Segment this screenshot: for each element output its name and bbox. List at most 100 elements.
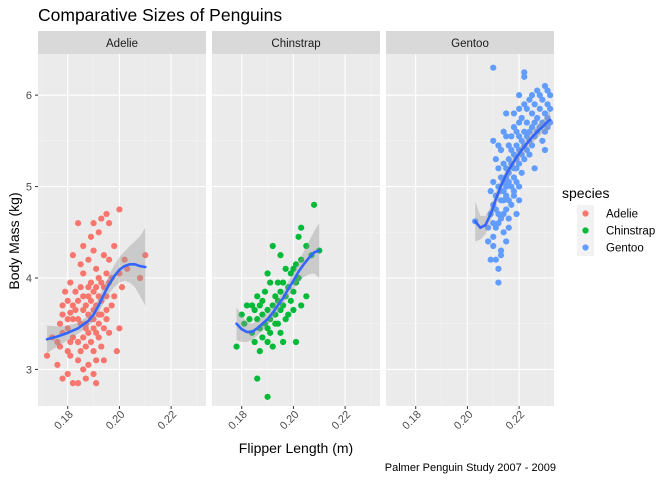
data-point-gentoo	[492, 256, 499, 263]
data-point-chinstrap	[269, 302, 276, 309]
data-point-adelie	[103, 316, 110, 323]
data-point-gentoo	[536, 92, 543, 99]
legend-key-gentoo	[582, 244, 589, 251]
data-point-chinstrap	[290, 306, 297, 314]
data-point-gentoo	[505, 156, 512, 163]
panel-background-chinstrap	[212, 54, 380, 406]
data-point-chinstrap	[274, 320, 282, 327]
x-tick-label: 0.20	[104, 409, 128, 433]
data-point-chinstrap	[264, 306, 271, 314]
data-point-gentoo	[492, 156, 499, 163]
y-tick-label: 6	[26, 90, 32, 102]
data-point-adelie	[59, 375, 66, 382]
data-point-gentoo	[510, 188, 518, 195]
data-point-chinstrap	[303, 242, 310, 250]
data-point-chinstrap	[254, 293, 261, 300]
data-point-adelie	[77, 348, 84, 355]
data-point-chinstrap	[277, 306, 284, 314]
data-point-gentoo	[487, 188, 494, 195]
data-point-chinstrap	[298, 256, 305, 263]
data-point-adelie	[113, 348, 120, 355]
data-point-gentoo	[505, 215, 512, 222]
data-point-chinstrap	[272, 293, 279, 300]
data-point-chinstrap	[310, 201, 318, 208]
data-point-gentoo	[528, 92, 536, 99]
data-point-adelie	[90, 220, 97, 227]
data-point-adelie	[85, 256, 92, 263]
data-point-adelie	[108, 302, 115, 309]
data-point-chinstrap	[264, 393, 271, 400]
facet-gentoo: Gentoo 0.18 0.20 0.22	[386, 31, 554, 432]
data-point-adelie	[80, 242, 87, 250]
data-point-gentoo	[513, 210, 520, 218]
data-point-gentoo	[544, 101, 551, 108]
data-point-adelie	[64, 325, 71, 332]
data-point-adelie	[142, 252, 149, 259]
data-point-adelie	[85, 329, 92, 336]
data-point-adelie	[118, 284, 126, 291]
strip-adelie	[38, 31, 206, 54]
data-point-gentoo	[516, 105, 523, 112]
data-point-gentoo	[490, 242, 497, 250]
facet-adelie: Adelie 0.18 0.20 0.22	[38, 31, 206, 432]
data-point-adelie	[72, 288, 79, 295]
data-point-gentoo	[541, 82, 549, 90]
data-point-adelie	[82, 343, 89, 350]
data-point-gentoo	[510, 174, 518, 181]
data-point-adelie	[69, 316, 76, 323]
data-point-adelie	[74, 338, 82, 346]
data-point-adelie	[85, 293, 92, 300]
data-point-gentoo	[547, 105, 554, 112]
data-point-gentoo	[500, 229, 507, 236]
x-tick-label: 0.20	[278, 409, 302, 433]
data-point-adelie	[74, 357, 82, 364]
panel-background-gentoo	[386, 54, 554, 406]
data-point-gentoo	[503, 183, 510, 190]
data-point-gentoo	[510, 151, 518, 158]
data-point-gentoo	[495, 279, 502, 286]
data-point-chinstrap	[264, 325, 271, 332]
data-point-chinstrap	[264, 338, 271, 346]
data-point-adelie	[69, 334, 76, 341]
data-point-adelie	[98, 279, 105, 286]
data-point-chinstrap	[292, 261, 300, 268]
data-point-gentoo	[541, 110, 549, 117]
data-point-adelie	[87, 297, 95, 304]
data-point-gentoo	[490, 64, 497, 71]
data-point-adelie	[105, 220, 113, 227]
x-tick-label: 0.18	[226, 409, 250, 433]
data-point-gentoo	[531, 165, 538, 172]
data-point-gentoo	[523, 105, 530, 112]
data-point-adelie	[93, 265, 100, 272]
data-point-gentoo	[513, 165, 520, 172]
data-point-adelie	[64, 370, 71, 378]
data-point-adelie	[100, 325, 108, 332]
data-point-chinstrap	[277, 329, 284, 336]
data-point-gentoo	[495, 220, 502, 227]
data-point-gentoo	[541, 128, 549, 135]
strip-gentoo	[386, 31, 554, 54]
data-point-gentoo	[484, 224, 492, 231]
data-point-gentoo	[521, 128, 528, 135]
data-point-chinstrap	[256, 348, 263, 355]
data-point-gentoo	[492, 206, 499, 213]
data-point-adelie	[90, 348, 97, 355]
data-point-gentoo	[516, 133, 523, 140]
data-point-chinstrap	[246, 316, 253, 323]
legend-label-adelie: Adelie	[606, 209, 638, 221]
data-point-chinstrap	[298, 224, 305, 231]
data-point-adelie	[82, 325, 89, 332]
data-point-chinstrap	[277, 252, 284, 259]
data-point-chinstrap	[290, 288, 297, 295]
data-point-adelie	[59, 311, 66, 318]
data-point-chinstrap	[238, 311, 245, 318]
panel-background-adelie	[38, 54, 206, 406]
data-point-adelie	[111, 293, 118, 300]
x-tick-label: 0.22	[156, 409, 180, 433]
data-point-gentoo	[508, 133, 515, 140]
strip-label-adelie: Adelie	[106, 38, 138, 50]
data-point-adelie	[82, 375, 89, 382]
data-point-adelie	[93, 329, 100, 336]
data-point-chinstrap	[279, 279, 287, 286]
